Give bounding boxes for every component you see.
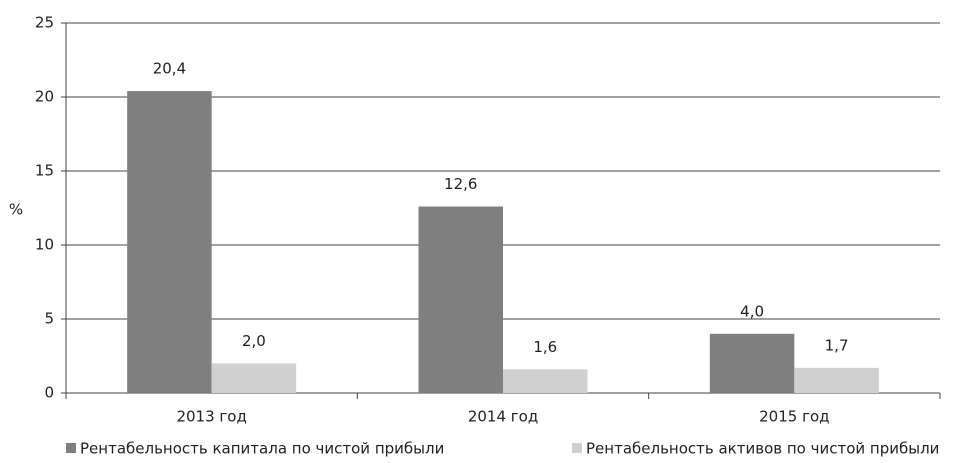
y-tick-label: 15 <box>35 162 54 180</box>
bar <box>709 333 795 393</box>
y-tick-label: 20 <box>35 88 54 106</box>
y-axis-label: % <box>9 201 23 219</box>
legend-swatch <box>66 443 76 453</box>
value-label: 2,0 <box>242 332 266 350</box>
y-tick-label: 5 <box>44 310 54 328</box>
y-tick-label: 10 <box>35 236 54 254</box>
legend-label: Рентабельность капитала по чистой прибыл… <box>80 440 444 458</box>
bar <box>127 91 212 393</box>
bar <box>503 369 588 393</box>
x-tick-label: 2013 год <box>176 408 246 426</box>
value-label: 1,6 <box>533 338 557 356</box>
value-label: 4,0 <box>740 302 764 320</box>
x-tick-label: 2015 год <box>759 408 829 426</box>
value-label: 12,6 <box>444 175 477 193</box>
legend-swatch <box>572 443 582 453</box>
legend-label: Рентабельность активов по чистой прибыли <box>586 440 939 458</box>
x-tick-label: 2014 год <box>468 408 538 426</box>
y-tick-label: 0 <box>44 384 54 402</box>
bar <box>211 363 297 393</box>
bar <box>418 206 503 393</box>
value-label: 1,7 <box>825 336 849 354</box>
bar <box>794 367 879 393</box>
y-tick-label: 25 <box>35 14 54 32</box>
value-label: 20,4 <box>153 60 186 78</box>
